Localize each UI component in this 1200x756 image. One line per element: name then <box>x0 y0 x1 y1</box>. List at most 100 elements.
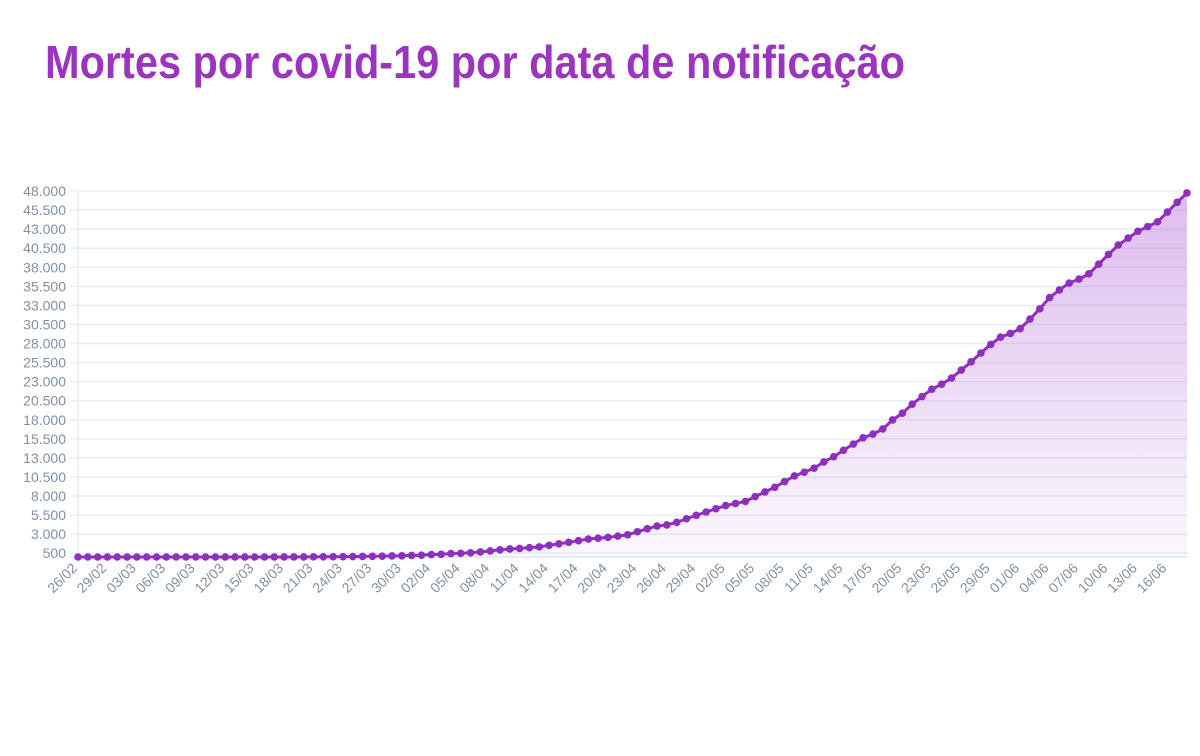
data-point <box>1114 241 1123 249</box>
data-point <box>898 409 907 418</box>
x-tick-label: 18/03 <box>250 560 286 596</box>
x-tick-label: 02/05 <box>692 560 728 596</box>
data-point <box>878 425 887 433</box>
x-tick-label: 08/05 <box>751 560 787 596</box>
y-tick-label: 45.500 <box>23 202 66 218</box>
x-tick-label: 13/06 <box>1104 560 1140 596</box>
data-point <box>692 511 701 520</box>
x-tick-label: 09/03 <box>162 560 198 596</box>
data-point <box>623 531 632 539</box>
data-point <box>506 545 514 553</box>
data-point <box>74 553 82 561</box>
data-point <box>564 538 573 547</box>
data-point <box>231 553 239 561</box>
data-point <box>123 553 131 561</box>
data-point <box>221 553 230 561</box>
data-point <box>761 488 769 496</box>
y-tick-label: 30.500 <box>23 316 66 332</box>
data-point <box>839 446 848 455</box>
data-point <box>486 547 494 555</box>
data-point <box>613 532 622 540</box>
y-tick-label: 25.500 <box>23 355 66 371</box>
data-point <box>378 552 387 560</box>
x-tick-label: 11/04 <box>486 560 522 596</box>
y-tick-label: 38.000 <box>23 259 66 275</box>
data-point <box>368 552 377 561</box>
x-tick-label: 27/03 <box>338 560 374 596</box>
x-tick-label: 26/05 <box>927 560 963 596</box>
data-point <box>918 392 926 401</box>
x-tick-label: 21/03 <box>280 560 316 596</box>
data-point <box>241 553 249 561</box>
data-point <box>260 553 269 561</box>
data-point <box>849 440 858 448</box>
data-point <box>496 546 504 554</box>
data-point <box>142 553 151 561</box>
data-point <box>1035 305 1044 313</box>
y-tick-label: 35.500 <box>23 278 66 294</box>
x-tick-label: 15/03 <box>221 560 257 596</box>
data-point <box>1124 234 1132 242</box>
data-point <box>555 539 563 548</box>
x-tick-label: 14/05 <box>810 560 846 596</box>
data-point <box>1006 329 1015 338</box>
data-point <box>633 527 642 536</box>
data-point <box>299 553 308 561</box>
x-tick-label: 01/06 <box>986 560 1022 596</box>
x-tick-label: 07/06 <box>1045 560 1081 596</box>
data-point <box>1143 222 1152 231</box>
data-point <box>447 549 455 558</box>
data-point <box>594 534 602 543</box>
data-point <box>407 551 416 560</box>
y-tick-label: 48.000 <box>23 183 66 199</box>
data-point <box>358 552 367 561</box>
x-tick-label: 05/05 <box>721 560 757 596</box>
data-point <box>280 553 288 561</box>
x-tick-label: 12/03 <box>191 560 227 596</box>
data-point <box>1173 198 1181 207</box>
data-point <box>525 543 534 552</box>
data-point <box>388 552 396 560</box>
data-point <box>1055 286 1064 294</box>
x-tick-label: 20/04 <box>574 560 610 596</box>
x-tick-label: 11/05 <box>781 560 817 596</box>
data-point <box>339 552 347 561</box>
data-point <box>398 551 406 560</box>
data-point <box>604 533 612 542</box>
data-point <box>172 553 180 561</box>
area-fill <box>78 192 1187 558</box>
data-point <box>829 452 838 461</box>
x-tick-label: 30/03 <box>368 560 404 596</box>
data-point <box>721 501 730 510</box>
data-point <box>309 553 318 561</box>
data-point <box>908 400 917 408</box>
data-point <box>957 366 966 374</box>
data-point <box>437 550 445 559</box>
y-tick-label: 500 <box>43 545 67 561</box>
y-tick-label: 43.000 <box>23 221 66 237</box>
data-point <box>103 553 112 561</box>
data-point <box>663 521 671 529</box>
data-point <box>751 492 759 501</box>
data-point <box>1065 279 1074 287</box>
y-tick-label: 13.000 <box>23 450 66 466</box>
data-point <box>319 553 328 561</box>
data-point <box>466 548 475 557</box>
x-tick-label: 29/02 <box>73 560 109 596</box>
data-point <box>986 340 995 349</box>
data-point <box>250 553 259 561</box>
x-tick-label: 29/04 <box>662 560 698 596</box>
data-point <box>1016 324 1024 333</box>
data-point <box>417 551 426 559</box>
y-tick-label: 18.000 <box>23 412 66 428</box>
data-point <box>967 358 975 366</box>
x-tick-label: 05/04 <box>427 560 463 596</box>
data-point <box>977 349 985 357</box>
data-point <box>456 549 465 558</box>
data-point <box>182 553 190 561</box>
data-point <box>800 468 809 476</box>
data-point <box>113 553 122 561</box>
x-tick-label: 16/06 <box>1133 560 1169 596</box>
x-tick-label: 10/06 <box>1075 560 1111 596</box>
